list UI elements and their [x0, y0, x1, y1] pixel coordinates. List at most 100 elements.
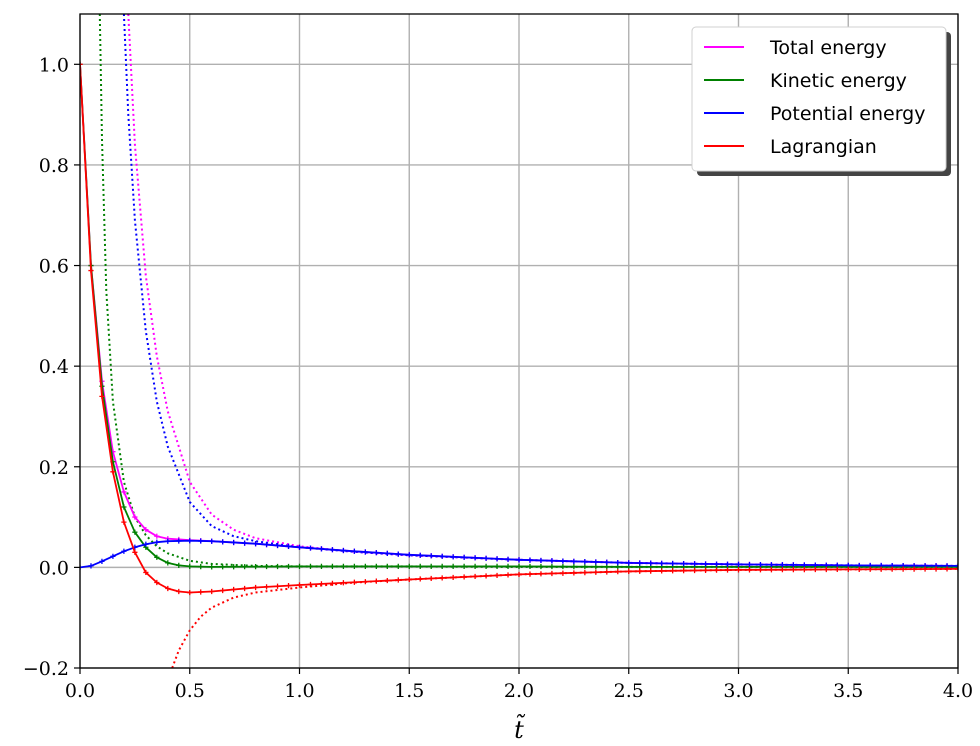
data-point-lagrangian	[845, 566, 851, 572]
data-point-kinetic-energy	[406, 563, 412, 569]
legend-label: Kinetic energy	[770, 70, 907, 92]
x-tick-label: 2.0	[504, 680, 534, 702]
data-point-lagrangian	[406, 576, 412, 583]
data-point-lagrangian	[955, 566, 958, 572]
data-point-lagrangian	[812, 566, 818, 573]
dotted-series-reference	[127, 14, 958, 567]
data-point-lagrangian	[900, 566, 906, 572]
data-point-kinetic-energy	[483, 563, 489, 569]
data-point-lagrangian	[582, 570, 588, 576]
data-point-kinetic-energy	[384, 563, 390, 569]
data-point-lagrangian	[253, 584, 259, 591]
data-point-potential-energy	[80, 564, 83, 570]
data-point-lagrangian	[790, 567, 796, 573]
data-point-lagrangian	[384, 577, 390, 584]
data-point-lagrangian	[187, 589, 193, 596]
data-point-potential-energy	[198, 538, 204, 544]
y-tick-label: 0.0	[39, 557, 69, 579]
data-point-lagrangian	[428, 575, 434, 582]
x-tick-label: 1.5	[394, 680, 424, 702]
data-point-potential-energy	[373, 550, 379, 556]
data-point-lagrangian	[571, 570, 577, 576]
data-point-potential-energy	[329, 547, 336, 553]
data-point-lagrangian	[746, 567, 753, 573]
data-point-total-energy	[143, 527, 149, 533]
data-point-kinetic-energy	[593, 564, 599, 570]
data-point-kinetic-energy	[527, 563, 533, 570]
data-point-potential-energy	[461, 554, 467, 560]
data-point-lagrangian	[307, 581, 314, 588]
data-point-kinetic-energy	[318, 563, 325, 569]
data-point-kinetic-energy	[549, 563, 555, 570]
data-point-potential-energy	[220, 539, 226, 545]
data-point-lagrangian	[110, 469, 116, 475]
y-tick-label: 1.0	[39, 54, 69, 76]
data-point-kinetic-energy	[461, 563, 467, 569]
data-point-lagrangian	[220, 587, 226, 594]
data-point-potential-energy	[659, 560, 665, 566]
data-point-lagrangian	[121, 519, 127, 525]
data-point-lagrangian	[922, 566, 928, 572]
data-point-lagrangian	[99, 393, 105, 399]
data-point-potential-energy	[681, 561, 687, 567]
data-point-kinetic-energy	[955, 564, 958, 570]
data-point-lagrangian	[768, 567, 775, 573]
data-point-potential-energy	[801, 562, 807, 568]
data-point-kinetic-energy	[296, 563, 303, 569]
data-point-kinetic-energy	[494, 563, 500, 569]
data-point-potential-energy	[231, 539, 237, 546]
data-point-potential-energy	[494, 556, 500, 562]
data-point-potential-energy	[351, 548, 357, 554]
data-point-potential-energy	[274, 542, 281, 549]
data-point-lagrangian	[274, 583, 281, 589]
data-point-kinetic-energy	[538, 563, 544, 570]
data-point-potential-energy	[384, 550, 390, 556]
data-point-lagrangian	[439, 575, 445, 581]
data-point-potential-energy	[637, 560, 643, 566]
data-point-lagrangian	[889, 566, 895, 572]
data-point-potential-energy	[812, 562, 818, 568]
data-point-lagrangian	[483, 573, 489, 579]
data-point-lagrangian	[296, 582, 303, 588]
data-point-potential-energy	[735, 561, 742, 567]
data-point-lagrangian	[702, 567, 709, 573]
data-point-potential-energy	[593, 559, 599, 565]
data-point-lagrangian	[801, 566, 807, 573]
x-tick-label: 3.0	[723, 680, 753, 702]
data-point-potential-energy	[527, 557, 533, 563]
data-point-lagrangian	[242, 585, 248, 592]
data-point-kinetic-energy	[187, 563, 193, 569]
x-tick-label: 4.0	[943, 680, 973, 702]
data-point-potential-energy	[571, 558, 577, 564]
data-point-lagrangian	[450, 574, 456, 581]
y-tick-label: 0.2	[39, 457, 69, 479]
data-point-lagrangian	[615, 569, 621, 575]
data-point-potential-energy	[450, 554, 456, 560]
data-point-lagrangian	[362, 579, 368, 585]
data-point-kinetic-energy	[560, 563, 566, 570]
data-point-potential-energy	[790, 562, 796, 568]
data-point-lagrangian	[648, 568, 654, 574]
data-point-lagrangian	[911, 566, 917, 572]
x-tick-label: 0.5	[175, 680, 205, 702]
data-point-lagrangian	[154, 579, 160, 586]
data-point-lagrangian	[472, 573, 478, 580]
data-point-kinetic-energy	[154, 554, 160, 560]
legend: Total energy Kinetic energy Potential ener…	[691, 26, 951, 176]
x-tick-label: 0.0	[65, 680, 95, 702]
data-point-potential-energy	[713, 561, 720, 567]
data-point-lagrangian	[373, 578, 379, 584]
data-point-potential-energy	[483, 555, 489, 561]
x-axis-label: t̃	[514, 713, 526, 744]
data-point-lagrangian	[604, 569, 610, 575]
x-tick-label: 3.5	[833, 680, 863, 702]
data-point-potential-energy	[406, 552, 412, 558]
data-point-potential-energy	[439, 553, 445, 559]
y-tick-label: 0.8	[39, 155, 69, 177]
data-point-kinetic-energy	[274, 563, 281, 570]
data-point-kinetic-energy	[351, 563, 357, 569]
data-point-kinetic-energy	[516, 563, 522, 569]
data-point-potential-energy	[285, 543, 292, 549]
data-point-lagrangian	[516, 571, 522, 578]
data-point-total-energy	[154, 533, 160, 539]
